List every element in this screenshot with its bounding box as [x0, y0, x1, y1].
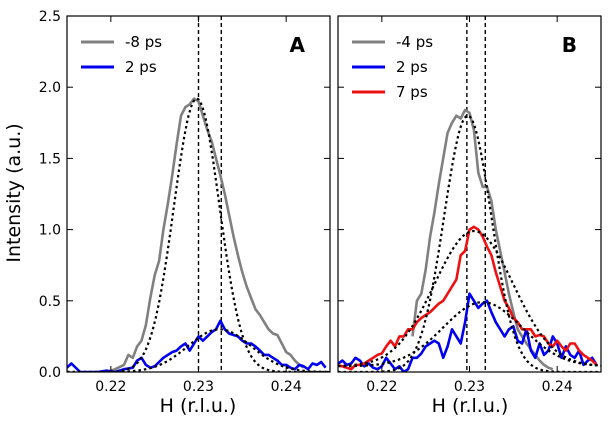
panel-a-legend: -8 ps 2 ps: [81, 33, 162, 76]
panel-b-xtick-label: 0.22: [366, 379, 397, 395]
panel-b-x-axis-label: H (r.l.u.): [432, 395, 509, 417]
panel-a-tag: A: [290, 33, 306, 57]
panel-b-tag: B: [562, 33, 577, 57]
panel-a-xtick-label: 0.23: [183, 379, 214, 395]
panel-b-legend-label-2: 7 ps: [396, 83, 428, 101]
y-tick-label: 1.5: [39, 151, 61, 167]
panel-b-legend-label-1: 2 ps: [396, 58, 428, 76]
panel-a-fit-0: [67, 97, 330, 372]
panel-b-frame: [337, 15, 602, 373]
panel-b-fit-1: [338, 229, 601, 367]
panel-b-series-1-line: [338, 292, 598, 372]
panel-a-ticks: 0.22 0.23 0.24 0.0 0.5 1.0 1.5 2.0 2.5: [39, 9, 330, 395]
panel-a-legend-label-1: 2 ps: [125, 58, 157, 76]
panel-a-x-axis-label: H (r.l.u.): [160, 395, 237, 417]
y-tick-label: 2.0: [39, 80, 61, 96]
y-tick-label: 0.5: [39, 294, 61, 310]
panel-a: 0.22 0.23 0.24 0.0 0.5 1.0 1.5 2.0 2.5 -8 ps 2 ps…: [39, 9, 331, 417]
panel-b-xtick-label: 0.24: [542, 379, 573, 395]
panel-a-xtick-label: 0.24: [271, 379, 302, 395]
panel-b-legend: -4 ps 2 ps 7 ps: [352, 33, 433, 101]
panel-a-plot-area: [67, 16, 330, 372]
y-tick-label: 1.0: [39, 223, 61, 239]
panel-b-plot-area: [338, 16, 601, 372]
panel-b-legend-label-0: -4 ps: [396, 33, 433, 51]
panel-b-xtick-label: 0.23: [454, 379, 485, 395]
panel-b-ticks: 0.22 0.23 0.24: [338, 15, 601, 395]
panel-a-xtick-label: 0.22: [95, 379, 126, 395]
panel-b: 0.22 0.23 0.24 -4 ps 2 ps 7 ps B H (r.l.u.): [337, 15, 602, 417]
panel-b-series-2-line: [338, 225, 598, 371]
panel-a-series-0-line: [97, 97, 305, 372]
panel-b-fit-0: [338, 114, 601, 372]
y-axis-label: Intensity (a.u.): [3, 123, 25, 262]
y-tick-label: 2.5: [39, 9, 61, 25]
panel-a-legend-label-0: -8 ps: [125, 33, 162, 51]
y-tick-label: 0.0: [39, 365, 61, 381]
panel-a-series-1-line: [67, 319, 327, 372]
